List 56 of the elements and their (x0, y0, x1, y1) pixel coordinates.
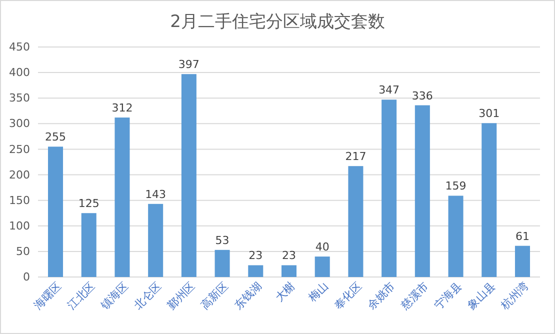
x-tick-label: 梅山 (305, 279, 331, 305)
bar (114, 118, 130, 277)
data-label: 125 (78, 197, 100, 210)
bar (348, 166, 364, 277)
data-label: 23 (282, 249, 296, 262)
data-label: 255 (45, 130, 66, 144)
bar (448, 196, 464, 277)
data-label: 347 (378, 84, 400, 97)
data-label: 397 (178, 58, 200, 72)
x-tick-label: 象山县 (465, 279, 498, 312)
y-tick-label: 0 (23, 270, 30, 284)
y-tick-label: 250 (9, 142, 30, 156)
bar (214, 250, 230, 277)
x-tick-label: 北仑区 (132, 279, 164, 312)
y-tick-label: 200 (9, 168, 30, 182)
x-tick-label: 余姚市 (365, 279, 398, 312)
x-tick-label: 奉化区 (332, 279, 364, 312)
x-tick-label: 镇海区 (98, 279, 131, 313)
bar (382, 100, 397, 277)
bar (48, 146, 64, 277)
bar (248, 265, 264, 277)
data-label: 61 (515, 230, 530, 243)
data-label: 53 (215, 234, 230, 247)
x-tick-label: 海曙区 (32, 279, 64, 312)
bar (414, 105, 430, 277)
y-tick-label: 450 (9, 40, 30, 54)
bar (281, 265, 297, 277)
x-tick-label: 慈溪市 (398, 279, 431, 313)
x-tick-label: 鄞州区 (164, 279, 198, 312)
data-label: 143 (145, 188, 166, 201)
bar (81, 213, 96, 277)
x-tick-label: 大榭 (272, 279, 298, 304)
data-label: 336 (412, 89, 433, 102)
x-tick-label: 宁海县 (432, 279, 464, 312)
bar (181, 74, 196, 277)
bar (148, 204, 164, 277)
bar (314, 256, 330, 277)
data-label: 23 (248, 249, 263, 262)
x-tick-label: 东钱湖 (232, 279, 264, 312)
data-label: 40 (315, 240, 330, 254)
y-tick-label: 50 (16, 244, 30, 258)
chart-title: 2月二手住宅分区域成交套数 (170, 12, 385, 32)
data-label: 217 (345, 150, 366, 164)
data-label: 159 (445, 180, 466, 193)
data-label: 301 (478, 107, 500, 120)
bar (482, 123, 497, 277)
y-tick-label: 400 (9, 66, 30, 80)
bar (514, 246, 530, 277)
y-tick-label: 150 (9, 194, 30, 207)
y-tick-label: 300 (9, 117, 30, 130)
y-tick-label: 350 (9, 92, 30, 105)
data-label: 312 (112, 102, 133, 115)
y-tick-label: 100 (9, 219, 30, 232)
x-tick-label: 高新区 (198, 279, 231, 312)
x-tick-label: 杭州湾 (498, 279, 532, 313)
x-tick-label: 江北区 (64, 279, 98, 312)
